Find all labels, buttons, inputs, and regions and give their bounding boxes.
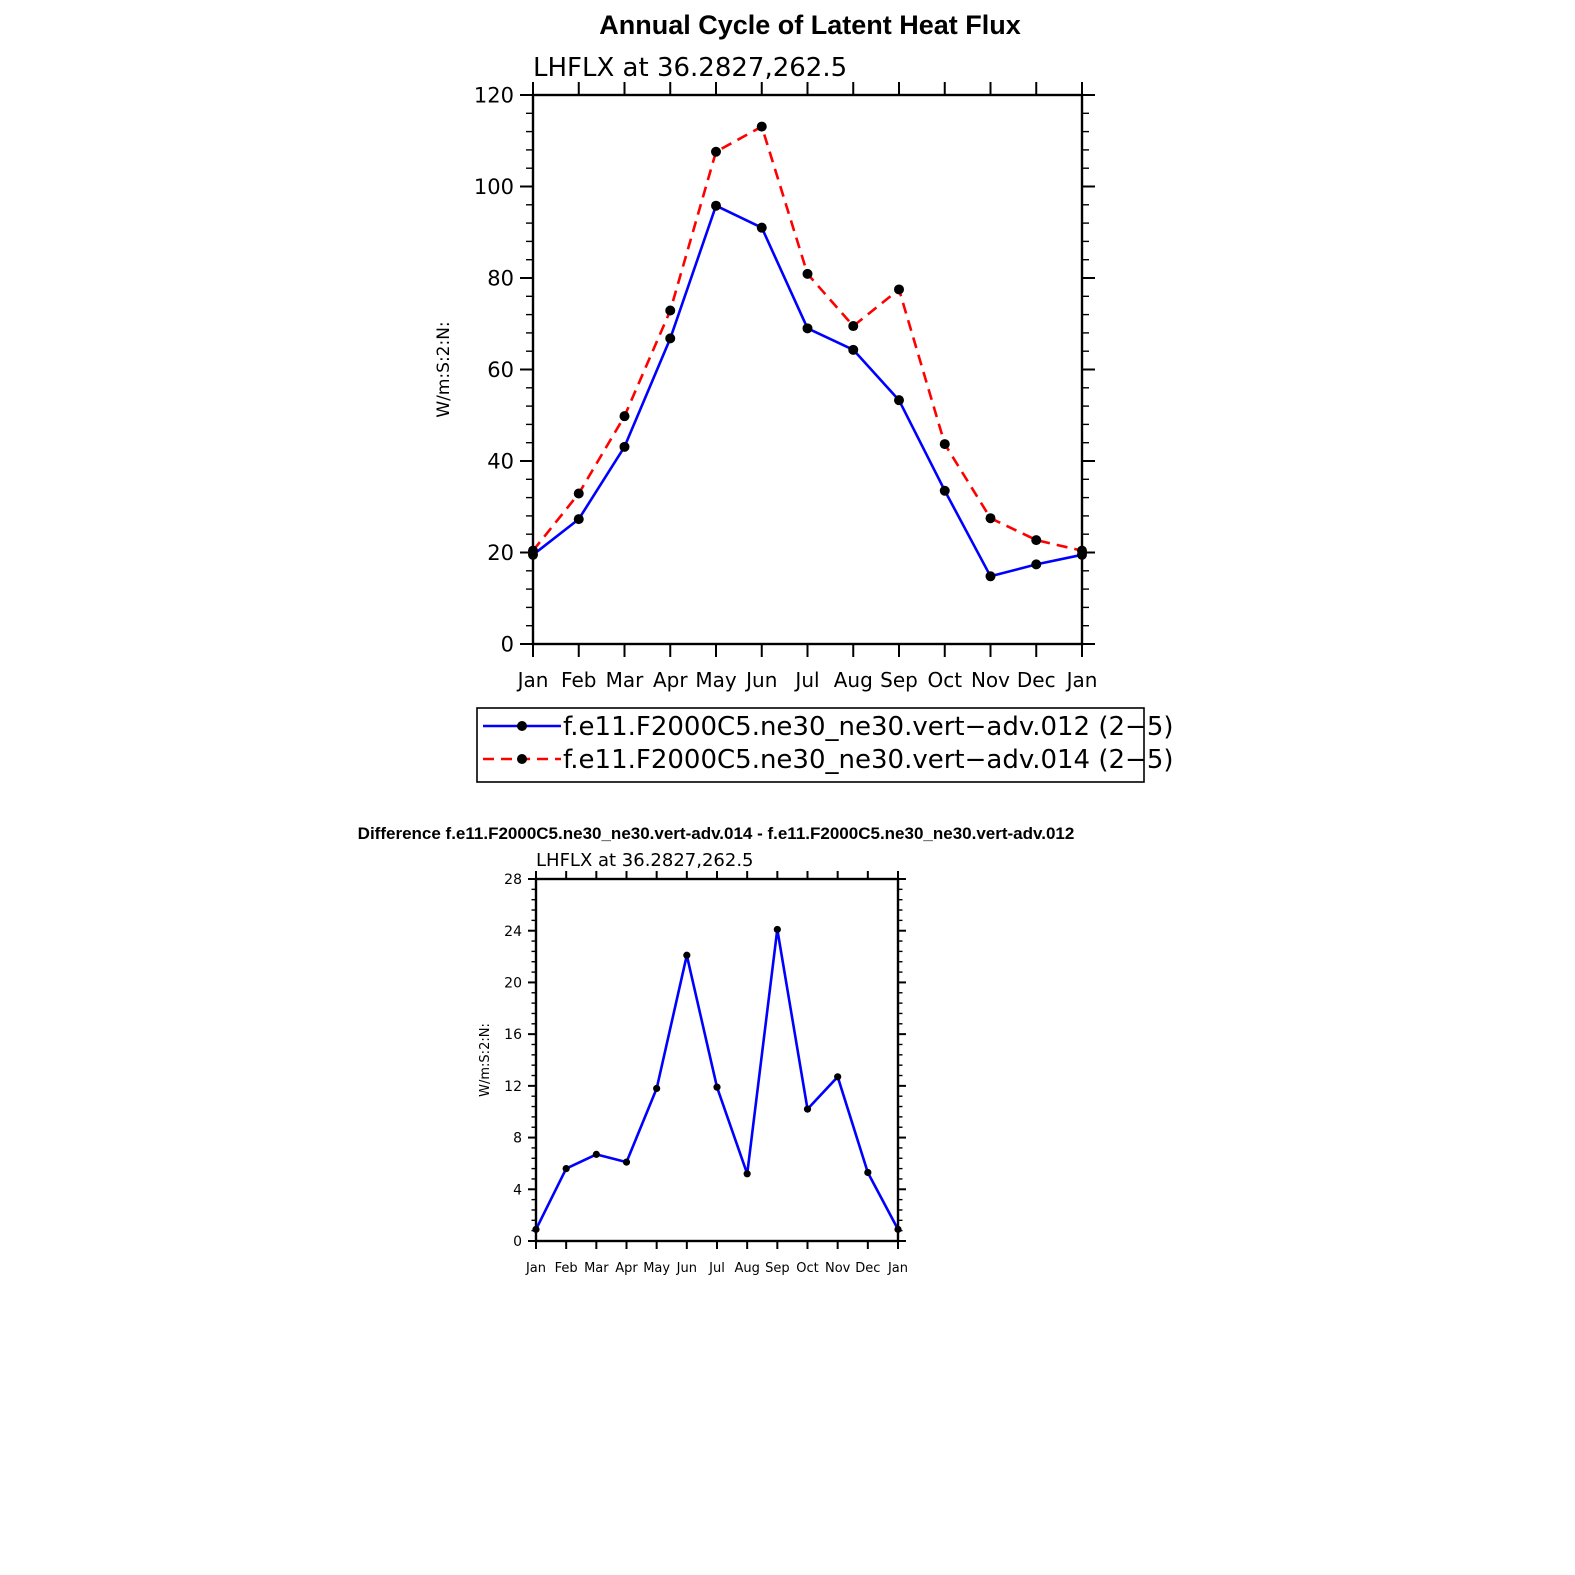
x-tick-label-jan: Jan bbox=[516, 668, 549, 692]
series-1-point bbox=[619, 411, 630, 422]
series-0-point bbox=[713, 1083, 721, 1091]
series-1-point bbox=[894, 284, 904, 295]
series-0-point bbox=[683, 951, 691, 959]
x-tick-label-jan: Jan bbox=[525, 1261, 546, 1276]
series-0-point bbox=[894, 395, 904, 406]
x-tick-label-dec: Dec bbox=[1017, 668, 1056, 692]
x-tick-label-dec: Dec bbox=[855, 1261, 880, 1276]
x-tick-label-jul: Jul bbox=[708, 1261, 725, 1276]
y-tick-label: 40 bbox=[487, 450, 514, 474]
x-tick-label-jun: Jun bbox=[676, 1261, 697, 1276]
series-0-point bbox=[939, 485, 950, 496]
series-0-point bbox=[802, 323, 813, 334]
legend-box bbox=[476, 707, 1145, 783]
chart-subtitle: LHFLX at 36.2827,262.5 bbox=[536, 850, 754, 871]
series-0-point bbox=[834, 1073, 842, 1081]
series-0-point bbox=[773, 925, 781, 934]
series-0-point bbox=[985, 571, 996, 582]
series-0-point bbox=[756, 222, 767, 233]
y-tick-label: 28 bbox=[504, 872, 522, 888]
legend-entry-1: f.e11.F2000C5.ne30_ne30.vert−adv.014 (2−… bbox=[563, 745, 1174, 775]
series-0-point bbox=[743, 1170, 751, 1178]
y-tick-label: 8 bbox=[513, 1131, 522, 1147]
x-tick-label-aug: Aug bbox=[734, 1261, 759, 1276]
series-0-point bbox=[619, 441, 630, 452]
series-1-point bbox=[1077, 545, 1087, 556]
series-0-point bbox=[653, 1084, 661, 1093]
series-0-point bbox=[1031, 559, 1042, 570]
series-0-point bbox=[864, 1168, 872, 1177]
series-1-point bbox=[939, 439, 950, 450]
difference-chart: Difference f.e11.F2000C5.ne30_ne30.vert-… bbox=[358, 824, 1075, 1276]
y-axis-label: W/m:S:2:N: bbox=[478, 1023, 493, 1097]
series-1-point bbox=[848, 321, 859, 332]
x-tick-label-feb: Feb bbox=[555, 1261, 578, 1276]
legend: f.e11.F2000C5.ne30_ne30.vert−adv.012 (2−… bbox=[476, 707, 1174, 783]
series-1-point bbox=[1031, 535, 1042, 546]
chart-title: Difference f.e11.F2000C5.ne30_ne30.vert-… bbox=[358, 824, 1075, 843]
series-0-point bbox=[573, 514, 584, 525]
x-tick-label-nov: Nov bbox=[971, 668, 1010, 692]
x-tick-label-mar: Mar bbox=[584, 1261, 609, 1276]
y-tick-label: 0 bbox=[501, 633, 514, 657]
series-0-point bbox=[665, 333, 676, 344]
series-1-point bbox=[665, 305, 676, 316]
x-tick-label-jun: Jun bbox=[744, 668, 777, 692]
y-tick-label: 20 bbox=[487, 541, 514, 565]
legend-marker-1 bbox=[517, 754, 527, 764]
x-tick-label-feb: Feb bbox=[561, 668, 596, 692]
x-tick-label-aug: Aug bbox=[834, 668, 873, 692]
x-tick-label-oct: Oct bbox=[796, 1261, 818, 1276]
series-0-point bbox=[894, 1225, 902, 1233]
y-tick-label: 4 bbox=[513, 1182, 522, 1198]
chart-subtitle: LHFLX at 36.2827,262.5 bbox=[533, 53, 847, 83]
y-tick-label: 80 bbox=[487, 267, 514, 291]
x-tick-label-oct: Oct bbox=[927, 668, 962, 692]
y-tick-label: 24 bbox=[504, 924, 522, 940]
y-tick-label: 100 bbox=[474, 175, 514, 199]
series-0-point bbox=[532, 1225, 540, 1233]
x-tick-label-nov: Nov bbox=[825, 1261, 851, 1276]
series-1-point bbox=[985, 513, 996, 524]
series-0-point bbox=[803, 1105, 812, 1113]
annual-cycle-chart: Annual Cycle of Latent Heat Flux LHFLX at… bbox=[434, 10, 1174, 783]
x-tick-label-mar: Mar bbox=[606, 668, 645, 692]
x-tick-label-may: May bbox=[643, 1261, 670, 1276]
y-tick-label: 0 bbox=[513, 1234, 522, 1250]
legend-marker-0 bbox=[517, 721, 527, 731]
series-1-point bbox=[756, 121, 767, 132]
y-tick-label: 20 bbox=[504, 975, 522, 991]
series-0-point bbox=[848, 344, 859, 355]
x-tick-label-may: May bbox=[695, 668, 737, 692]
y-tick-label: 16 bbox=[504, 1027, 522, 1043]
legend-entry-0: f.e11.F2000C5.ne30_ne30.vert−adv.012 (2−… bbox=[563, 712, 1174, 742]
x-tick-label-jan: Jan bbox=[887, 1261, 908, 1276]
x-tick-label-jul: Jul bbox=[793, 668, 819, 692]
series-0-point bbox=[592, 1150, 600, 1158]
series-1-point bbox=[528, 545, 538, 556]
series-0-point bbox=[622, 1158, 631, 1166]
y-tick-label: 60 bbox=[487, 358, 514, 382]
series-0-point bbox=[562, 1165, 570, 1173]
x-tick-label-sep: Sep bbox=[880, 668, 918, 692]
series-1-point bbox=[573, 488, 584, 499]
series-0-point bbox=[711, 200, 721, 211]
y-axis-label: W/m:S:2:N: bbox=[434, 321, 454, 417]
x-tick-label-jan: Jan bbox=[1065, 668, 1098, 692]
x-tick-label-apr: Apr bbox=[615, 1261, 638, 1276]
chart-title: Annual Cycle of Latent Heat Flux bbox=[599, 10, 1021, 40]
x-tick-label-sep: Sep bbox=[765, 1261, 790, 1276]
y-tick-label: 120 bbox=[474, 84, 514, 108]
series-1-point bbox=[802, 268, 813, 279]
y-tick-label: 12 bbox=[504, 1079, 522, 1095]
series-1-point bbox=[711, 146, 721, 157]
x-tick-label-apr: Apr bbox=[653, 668, 688, 692]
